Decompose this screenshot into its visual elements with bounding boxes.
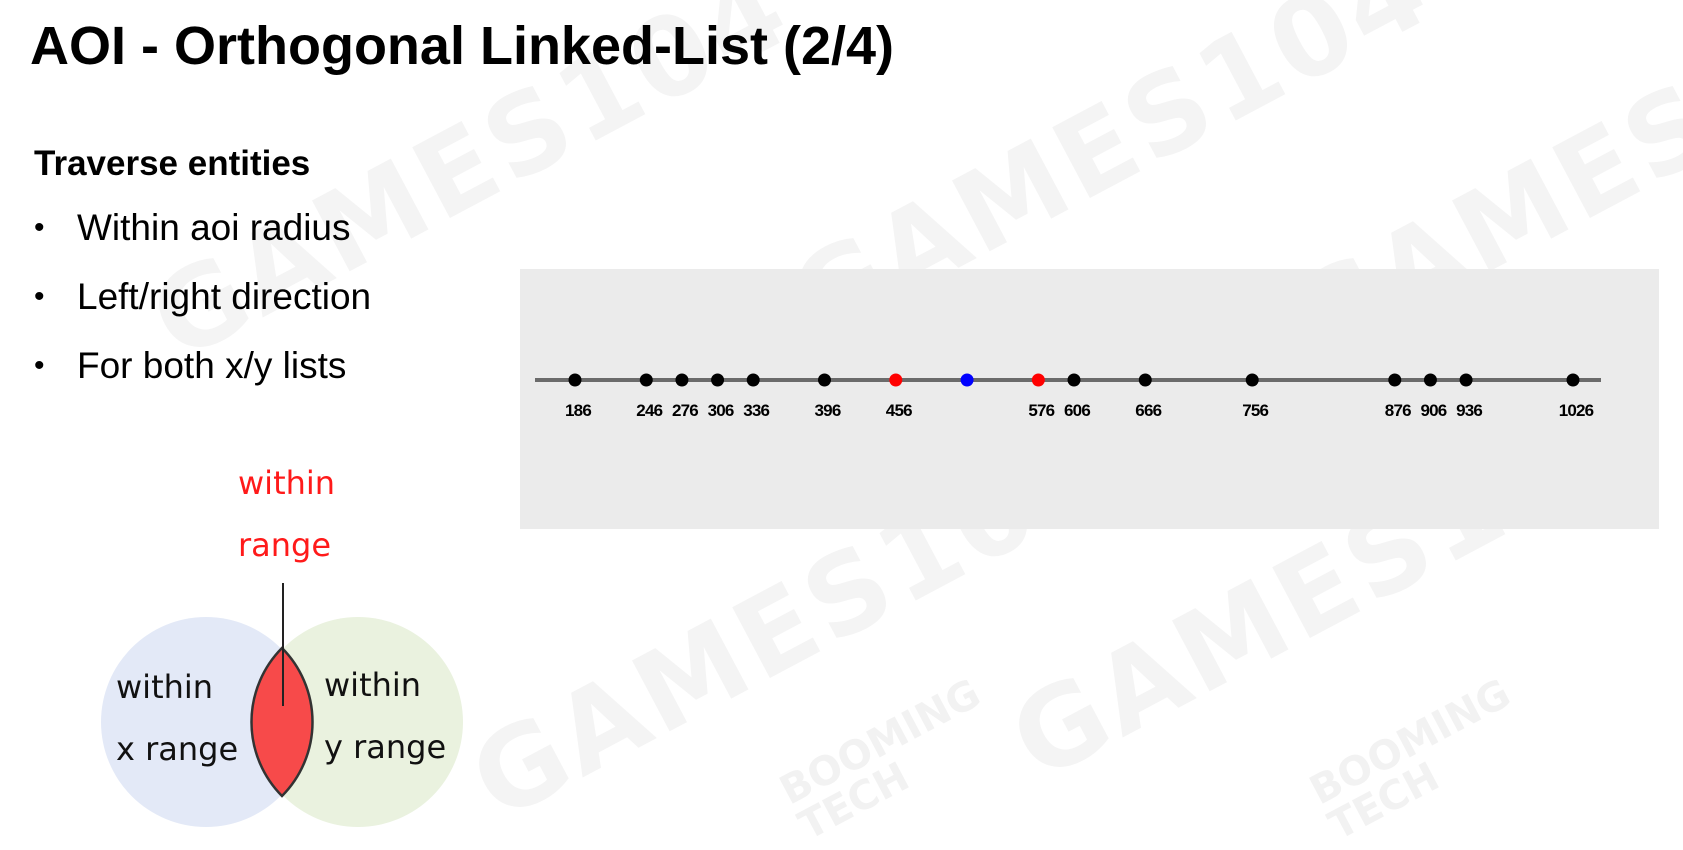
axis-point — [1388, 373, 1402, 387]
bullet-item: • Left/right direction — [34, 275, 371, 319]
axis-point — [675, 373, 689, 387]
venn-shapes — [101, 583, 463, 827]
venn-left-label-2: x range — [116, 730, 239, 768]
axis-tick-label: 246 — [636, 401, 662, 420]
axis-point — [1423, 373, 1437, 387]
axis-point — [818, 373, 831, 387]
venn-top-label-1: within — [238, 464, 336, 502]
axis-point — [568, 373, 582, 387]
watermark-sub-line2: TECH — [791, 753, 917, 850]
bullet-dot-icon: • — [34, 211, 45, 244]
axis-tick-label: 606 — [1064, 401, 1090, 420]
bullet-dot-icon: • — [34, 349, 45, 382]
venn-right-label-2: y range — [324, 728, 447, 766]
bullet-dot-icon: • — [34, 280, 45, 313]
watermark-sub-line1: BOOMING — [772, 670, 989, 815]
axis-tick-label: 396 — [815, 401, 841, 420]
axis-point — [1031, 373, 1045, 387]
axis-diagram: 186 246 276 306 336 396 456 576 606 666 756 876 906 9… — [535, 373, 1601, 420]
bullet-item: • For both x/y lists — [34, 344, 371, 388]
axis-point — [960, 373, 974, 387]
axis-point — [1459, 373, 1473, 387]
watermark-sub-line1: BOOMING — [1302, 670, 1519, 815]
axis-panel: 186 246 276 306 336 396 456 576 606 666 756 876 906 9… — [520, 269, 1659, 529]
bullet-text: Within aoi radius — [77, 207, 351, 248]
watermark-sub-line2: TECH — [1321, 753, 1447, 850]
axis-point — [1245, 373, 1259, 387]
axis-point — [1566, 373, 1580, 387]
axis-tick-label: 186 — [565, 401, 591, 420]
axis-tick-label: 876 — [1385, 401, 1411, 420]
axis-tick-label: 576 — [1028, 401, 1054, 420]
bullet-list: • Within aoi radius • Left/right direction… — [34, 206, 371, 413]
venn-right-label-1: within — [324, 666, 422, 704]
axis-tick-label: 936 — [1456, 401, 1482, 420]
venn-left-label-1: within — [116, 668, 214, 706]
axis-tick-label: 456 — [886, 401, 912, 420]
venn-overlap — [250, 646, 314, 798]
axis-point — [711, 373, 725, 387]
axis-tick-label: 336 — [743, 401, 769, 420]
axis-point — [746, 373, 760, 387]
axis-tick-label: 666 — [1135, 401, 1161, 420]
axis-tick-label: 1026 — [1559, 401, 1594, 420]
bullet-item: • Within aoi radius — [34, 206, 371, 250]
axis-tick-label: 906 — [1420, 401, 1446, 420]
axis-point — [639, 373, 653, 387]
axis-tick-label: 306 — [708, 401, 734, 420]
axis-point — [889, 373, 903, 387]
venn-circle-x — [101, 617, 311, 827]
watermark-sub: BOOMING TECH — [1302, 670, 1535, 850]
venn-top-label-2: range — [238, 526, 332, 564]
slide-title: AOI - Orthogonal Linked-List (2/4) — [30, 16, 894, 76]
axis-tick-label: 276 — [672, 401, 698, 420]
axis-point — [1067, 373, 1081, 387]
bullet-text: Left/right direction — [77, 276, 372, 317]
watermark-sub: BOOMING TECH — [772, 670, 1005, 850]
bullet-text: For both x/y lists — [77, 345, 347, 386]
venn-circle-y — [253, 617, 463, 827]
slide-subheading: Traverse entities — [34, 144, 311, 183]
venn-diagram: within range within x range within y ran… — [90, 460, 490, 847]
axis-point — [1138, 373, 1152, 387]
axis-tick-label: 756 — [1242, 401, 1268, 420]
